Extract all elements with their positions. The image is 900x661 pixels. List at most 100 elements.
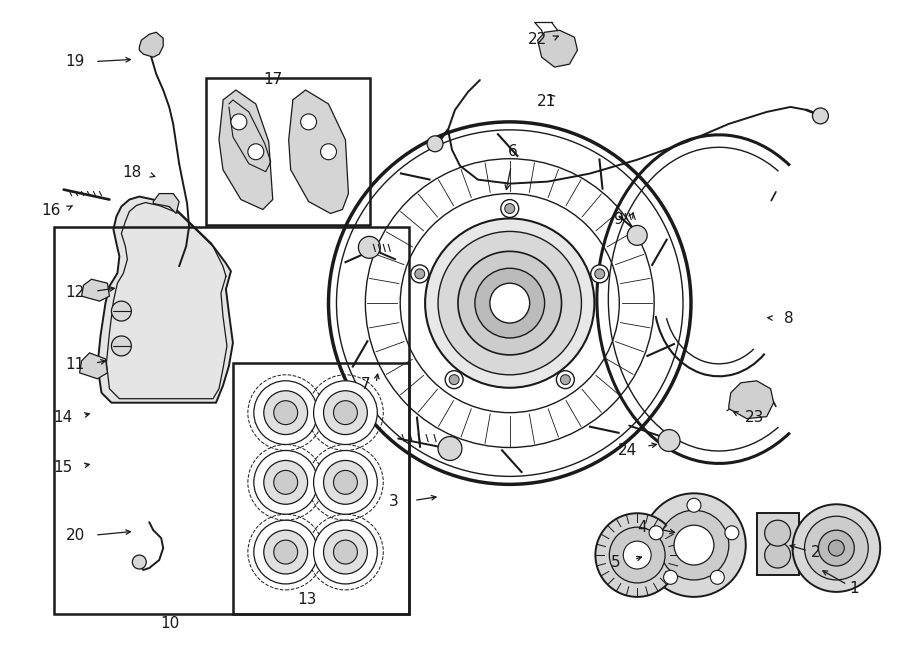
Circle shape [248,144,264,160]
Circle shape [500,200,518,217]
Circle shape [231,114,247,130]
Text: 23: 23 [745,410,764,425]
Circle shape [438,436,462,461]
Circle shape [254,381,318,444]
Circle shape [595,269,605,279]
Text: 7: 7 [361,377,371,392]
Text: 12: 12 [66,285,85,300]
Circle shape [358,237,381,258]
Circle shape [475,268,544,338]
Circle shape [334,401,357,424]
Circle shape [596,513,679,597]
Circle shape [793,504,880,592]
Circle shape [687,498,701,512]
Polygon shape [289,90,348,214]
Circle shape [438,231,581,375]
Circle shape [643,493,746,597]
Circle shape [320,144,337,160]
Circle shape [428,136,443,152]
Circle shape [415,269,425,279]
Circle shape [449,375,459,385]
Circle shape [724,525,739,540]
Circle shape [323,391,367,434]
Circle shape [274,471,298,494]
Circle shape [658,430,680,451]
Text: 1: 1 [850,581,859,596]
Text: 21: 21 [537,94,556,109]
Circle shape [313,451,377,514]
Circle shape [674,525,714,565]
Text: 24: 24 [617,443,637,458]
Circle shape [334,471,357,494]
Polygon shape [153,194,179,214]
Circle shape [112,336,131,356]
Circle shape [301,114,317,130]
Text: 6: 6 [508,144,518,159]
Circle shape [561,375,571,385]
Text: 19: 19 [66,54,86,69]
Text: 16: 16 [41,203,61,218]
Text: 13: 13 [297,592,316,607]
Circle shape [490,283,530,323]
Circle shape [663,570,678,584]
Circle shape [765,520,790,546]
Circle shape [609,527,665,583]
Circle shape [254,451,318,514]
Circle shape [334,540,357,564]
Circle shape [264,530,308,574]
Text: 2: 2 [811,545,821,561]
Circle shape [112,301,131,321]
Polygon shape [729,381,774,418]
Circle shape [264,461,308,504]
Circle shape [446,371,464,389]
Circle shape [458,251,562,355]
Bar [206,78,370,225]
Circle shape [659,510,729,580]
Circle shape [132,555,147,569]
Circle shape [813,108,828,124]
Text: 17: 17 [263,71,283,87]
Circle shape [264,391,308,434]
Bar [233,363,410,614]
Circle shape [274,401,298,424]
Circle shape [627,225,647,245]
Text: 8: 8 [784,311,794,326]
Bar [757,513,798,575]
Polygon shape [219,90,273,210]
Polygon shape [140,32,163,57]
Circle shape [313,520,377,584]
Polygon shape [82,279,110,301]
Circle shape [590,265,608,283]
Text: 14: 14 [53,410,73,425]
Text: 10: 10 [161,616,180,631]
Circle shape [556,371,574,389]
Circle shape [710,570,724,584]
Text: 15: 15 [53,460,73,475]
Text: 3: 3 [389,494,399,509]
Circle shape [624,541,652,569]
Circle shape [254,520,318,584]
Bar [54,227,410,614]
Circle shape [828,540,844,556]
Circle shape [425,219,594,388]
Polygon shape [97,196,233,403]
Circle shape [323,461,367,504]
Text: 5: 5 [611,555,621,570]
Text: 20: 20 [66,528,85,543]
Circle shape [765,542,790,568]
Circle shape [505,204,515,214]
Circle shape [649,525,663,540]
Polygon shape [537,30,578,67]
Text: 4: 4 [637,520,646,535]
Circle shape [323,530,367,574]
Text: 18: 18 [122,165,141,180]
Text: 11: 11 [66,357,85,372]
Text: 9: 9 [614,212,624,227]
Circle shape [313,381,377,444]
Circle shape [818,530,854,566]
Text: 22: 22 [528,32,547,47]
Circle shape [805,516,868,580]
Polygon shape [79,353,107,379]
Circle shape [274,540,298,564]
Circle shape [410,265,428,283]
